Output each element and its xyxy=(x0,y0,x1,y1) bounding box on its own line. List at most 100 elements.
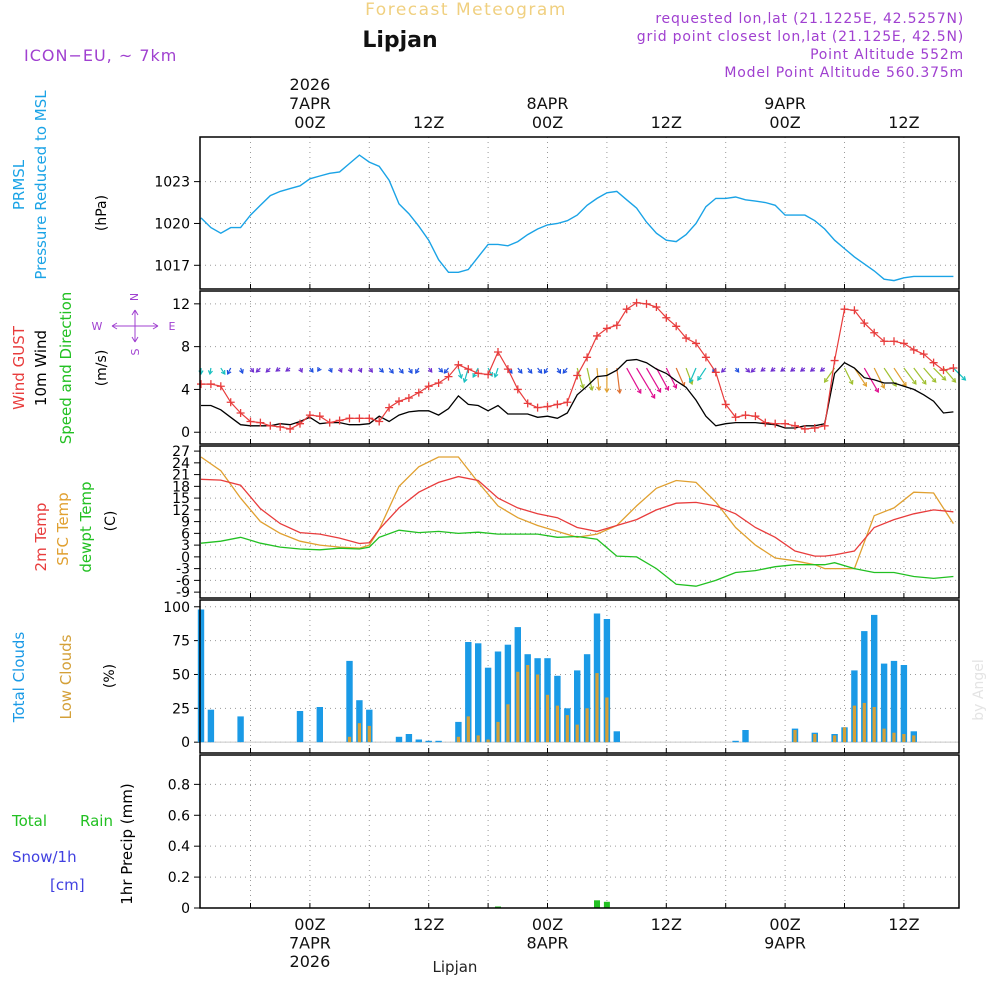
wind-arrow-head xyxy=(255,368,261,373)
wind-arrow-head xyxy=(438,368,444,373)
total-cloud-bar xyxy=(316,707,323,743)
wind-arrow-head xyxy=(543,369,549,374)
gust-marker xyxy=(266,421,275,430)
gust-marker xyxy=(286,425,295,434)
gust-marker xyxy=(365,414,374,423)
wind-arrow xyxy=(853,367,867,387)
gust-marker xyxy=(583,353,592,362)
compass-vertical-icon xyxy=(131,309,139,343)
low-cloud-bar xyxy=(486,739,490,743)
wind-arrow-head xyxy=(249,368,255,373)
wind-arrow-head xyxy=(493,372,499,379)
wind-unit: (m/s) xyxy=(94,350,110,387)
wind-arrow-head xyxy=(457,374,463,380)
wind-arrow-head xyxy=(862,381,868,387)
wind-arrow-head xyxy=(285,367,291,372)
gust-marker xyxy=(226,398,235,407)
total-cloud-bar xyxy=(435,740,442,743)
time-label: 00Z xyxy=(769,915,800,934)
total-cloud-bar xyxy=(455,721,462,743)
low-cloud-bar xyxy=(892,732,896,743)
low-cloud-bar xyxy=(882,728,886,743)
wind-arrow-head xyxy=(809,367,815,372)
wind-arrow-head xyxy=(616,389,622,395)
gust-marker xyxy=(899,339,908,348)
gust-marker xyxy=(909,345,918,354)
time-label: 9APR xyxy=(764,94,806,113)
gust-marker xyxy=(890,337,898,346)
gust-marker xyxy=(731,413,740,422)
low-cloud-bar xyxy=(852,705,856,743)
pressure-line xyxy=(200,154,954,282)
low-cloud-bar xyxy=(466,716,470,743)
total-cloud-bar xyxy=(465,642,472,743)
gust-marker xyxy=(820,421,829,430)
dewpoint-line xyxy=(200,529,954,587)
low-cloud-bar xyxy=(536,674,540,743)
gust-marker xyxy=(335,416,344,425)
total-cloud-bar xyxy=(197,609,205,743)
gust-marker xyxy=(652,303,661,312)
wind-arrow-head xyxy=(931,377,937,383)
y-tick-label: 9 xyxy=(181,515,190,531)
total-cloud-bar xyxy=(356,700,363,743)
gust-marker xyxy=(553,400,562,409)
y-tick-label: 6 xyxy=(181,526,190,542)
gust-marker xyxy=(929,358,938,367)
wind-arrow-head xyxy=(327,367,333,374)
gust-marker xyxy=(800,425,809,434)
gust-marker xyxy=(672,322,681,331)
y-tick-label: 3 xyxy=(181,538,190,554)
gust-marker xyxy=(395,397,403,406)
time-label: 12Z xyxy=(413,113,444,132)
y-tick-label: 100 xyxy=(163,600,190,616)
wind-arrow-head xyxy=(389,369,394,374)
wind-arrow-head xyxy=(220,369,226,375)
gust-marker xyxy=(325,418,334,427)
gust-marker xyxy=(682,334,691,343)
gust-marker xyxy=(276,422,285,431)
gust-marker xyxy=(246,417,255,426)
temp-2m-line xyxy=(200,475,954,557)
requested-coordinates: requested lon,lat (21.1225E, 42.5257N) xyxy=(655,11,964,27)
low-clouds-label: Low Clouds xyxy=(57,634,75,719)
wind-arrow-head xyxy=(207,370,213,376)
time-label: 12Z xyxy=(651,915,682,934)
y-tick-label: 0.4 xyxy=(168,839,190,855)
y-tick-label: -6 xyxy=(176,573,190,589)
wind-arrow-head xyxy=(848,379,854,386)
wind-arrow-head xyxy=(790,367,796,372)
gust-marker xyxy=(474,369,483,378)
gust-marker xyxy=(701,353,710,362)
wind-arrow xyxy=(494,367,499,378)
total-cloud-bar xyxy=(395,736,403,743)
wind-panel: 0 4 8 12 xyxy=(172,290,967,445)
y-tick-label: 1017 xyxy=(154,258,190,274)
precipitation-panel: 0 0.2 0.4 0.6 0.8 xyxy=(168,754,960,917)
time-label: 8APR xyxy=(527,94,569,113)
gust-marker xyxy=(454,360,463,369)
total-cloud-bar xyxy=(603,619,611,743)
low-cloud-bar xyxy=(526,665,530,743)
wind-arrow-head xyxy=(443,369,449,374)
gust-marker xyxy=(236,408,245,417)
y-tick-label: 75 xyxy=(172,634,190,650)
total-cloud-bar xyxy=(237,716,244,743)
gust-marker xyxy=(385,403,394,412)
wind-arrow-head xyxy=(308,368,314,373)
wind-arrow-head xyxy=(819,367,825,372)
low-cloud-bar xyxy=(862,702,866,743)
gust-marker xyxy=(345,414,354,423)
low-cloud-bar xyxy=(793,730,797,743)
gust-marker xyxy=(642,299,651,308)
total-cloud-bar xyxy=(425,740,432,743)
rain-bar xyxy=(603,901,610,908)
panel-frame xyxy=(199,445,960,599)
low-cloud-bar xyxy=(902,734,906,743)
wind-arrow-head xyxy=(562,369,568,374)
wind-arrow xyxy=(616,367,621,394)
time-label: 12Z xyxy=(888,915,919,934)
wind-arrow-head xyxy=(537,369,543,374)
low-cloud-bar xyxy=(575,724,579,743)
